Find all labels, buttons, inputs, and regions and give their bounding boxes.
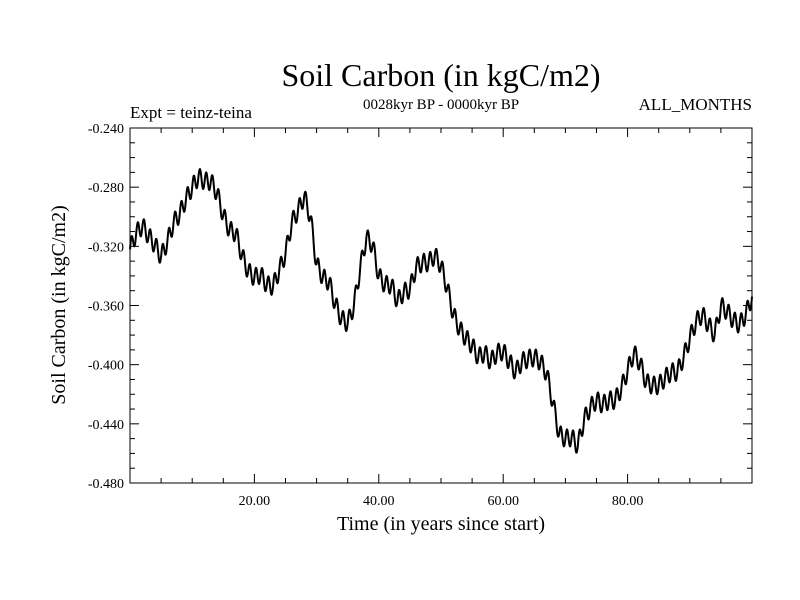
series-line-soil-carbon [129,168,753,454]
y-tick-label: -0.360 [88,300,124,315]
y-axis-label: Soil Carbon (in kgC/m2) [48,205,70,404]
y-tick-label: -0.400 [88,359,124,374]
x-tick-label: 60.00 [487,494,519,509]
experiment-label: Expt = teinz-teina [130,103,252,122]
chart-subtitle: 0028kyr BP - 0000kyr BP [363,97,519,113]
chart-title: Soil Carbon (in kgC/m2) [281,57,600,93]
x-axis-label: Time (in years since start) [337,513,545,535]
y-tick-label: -0.320 [88,240,124,255]
y-tick-label: -0.440 [88,418,124,433]
y-tick-label: -0.280 [88,181,124,196]
y-tick-label: -0.240 [88,122,124,137]
plot-frame [129,127,753,484]
x-tick-label: 80.00 [612,494,644,509]
x-tick-label: 20.00 [239,494,271,509]
y-tick-label: -0.480 [88,477,124,492]
months-label: ALL_MONTHS [639,95,752,114]
axis-ticks [130,127,752,484]
axis-tick-labels: -0.240 -0.280 -0.320 -0.360 -0.400 -0.440 -0.4… [88,122,644,509]
x-tick-label: 40.00 [363,494,395,509]
